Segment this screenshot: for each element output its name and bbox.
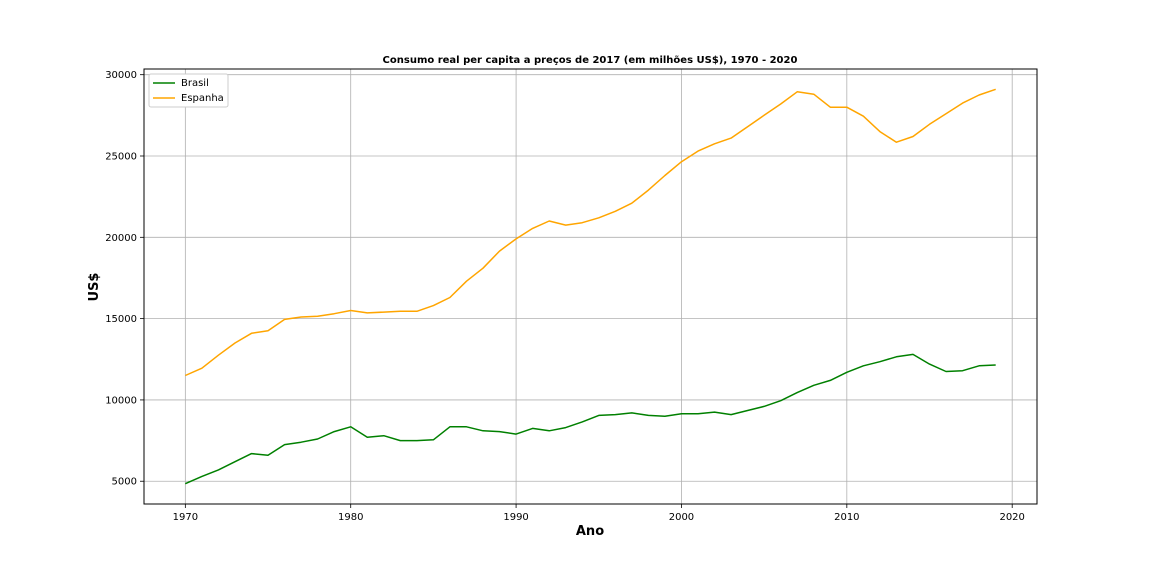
chart-title: Consumo real per capita a preços de 2017… [383,55,798,66]
legend: Brasil Espanha [148,73,229,108]
x-tick-label-2010: 2010 [834,512,859,523]
y-tick-label-25000: 25000 [105,152,137,163]
legend-label-brasil: Brasil [181,78,209,89]
x-tick-label-1980: 1980 [338,512,363,523]
series-lines [184,88,996,485]
x-tick-label-2000: 2000 [669,512,694,523]
series-line-espanha [184,88,996,377]
y-tick-label-20000: 20000 [105,233,137,244]
y-tick-label-10000: 10000 [105,395,137,406]
x-axis-label: Ano [576,524,604,539]
y-tick-label-30000: 30000 [105,70,137,81]
legend-label-espanha: Espanha [181,93,224,104]
y-axis-label: US$ [87,273,102,302]
y-tick-label-15000: 15000 [105,314,137,325]
y-tick-label-5000: 5000 [112,477,137,488]
x-tick-label-2020: 2020 [999,512,1024,523]
series-line-brasil [184,353,996,485]
x-tick-label-1990: 1990 [503,512,528,523]
axis-ticks: 1970 1980 1990 2000 2010 2020 5000 10000 15000 20… [105,70,1025,523]
x-tick-label-1970: 1970 [173,512,198,523]
plot-frame [143,68,1038,505]
